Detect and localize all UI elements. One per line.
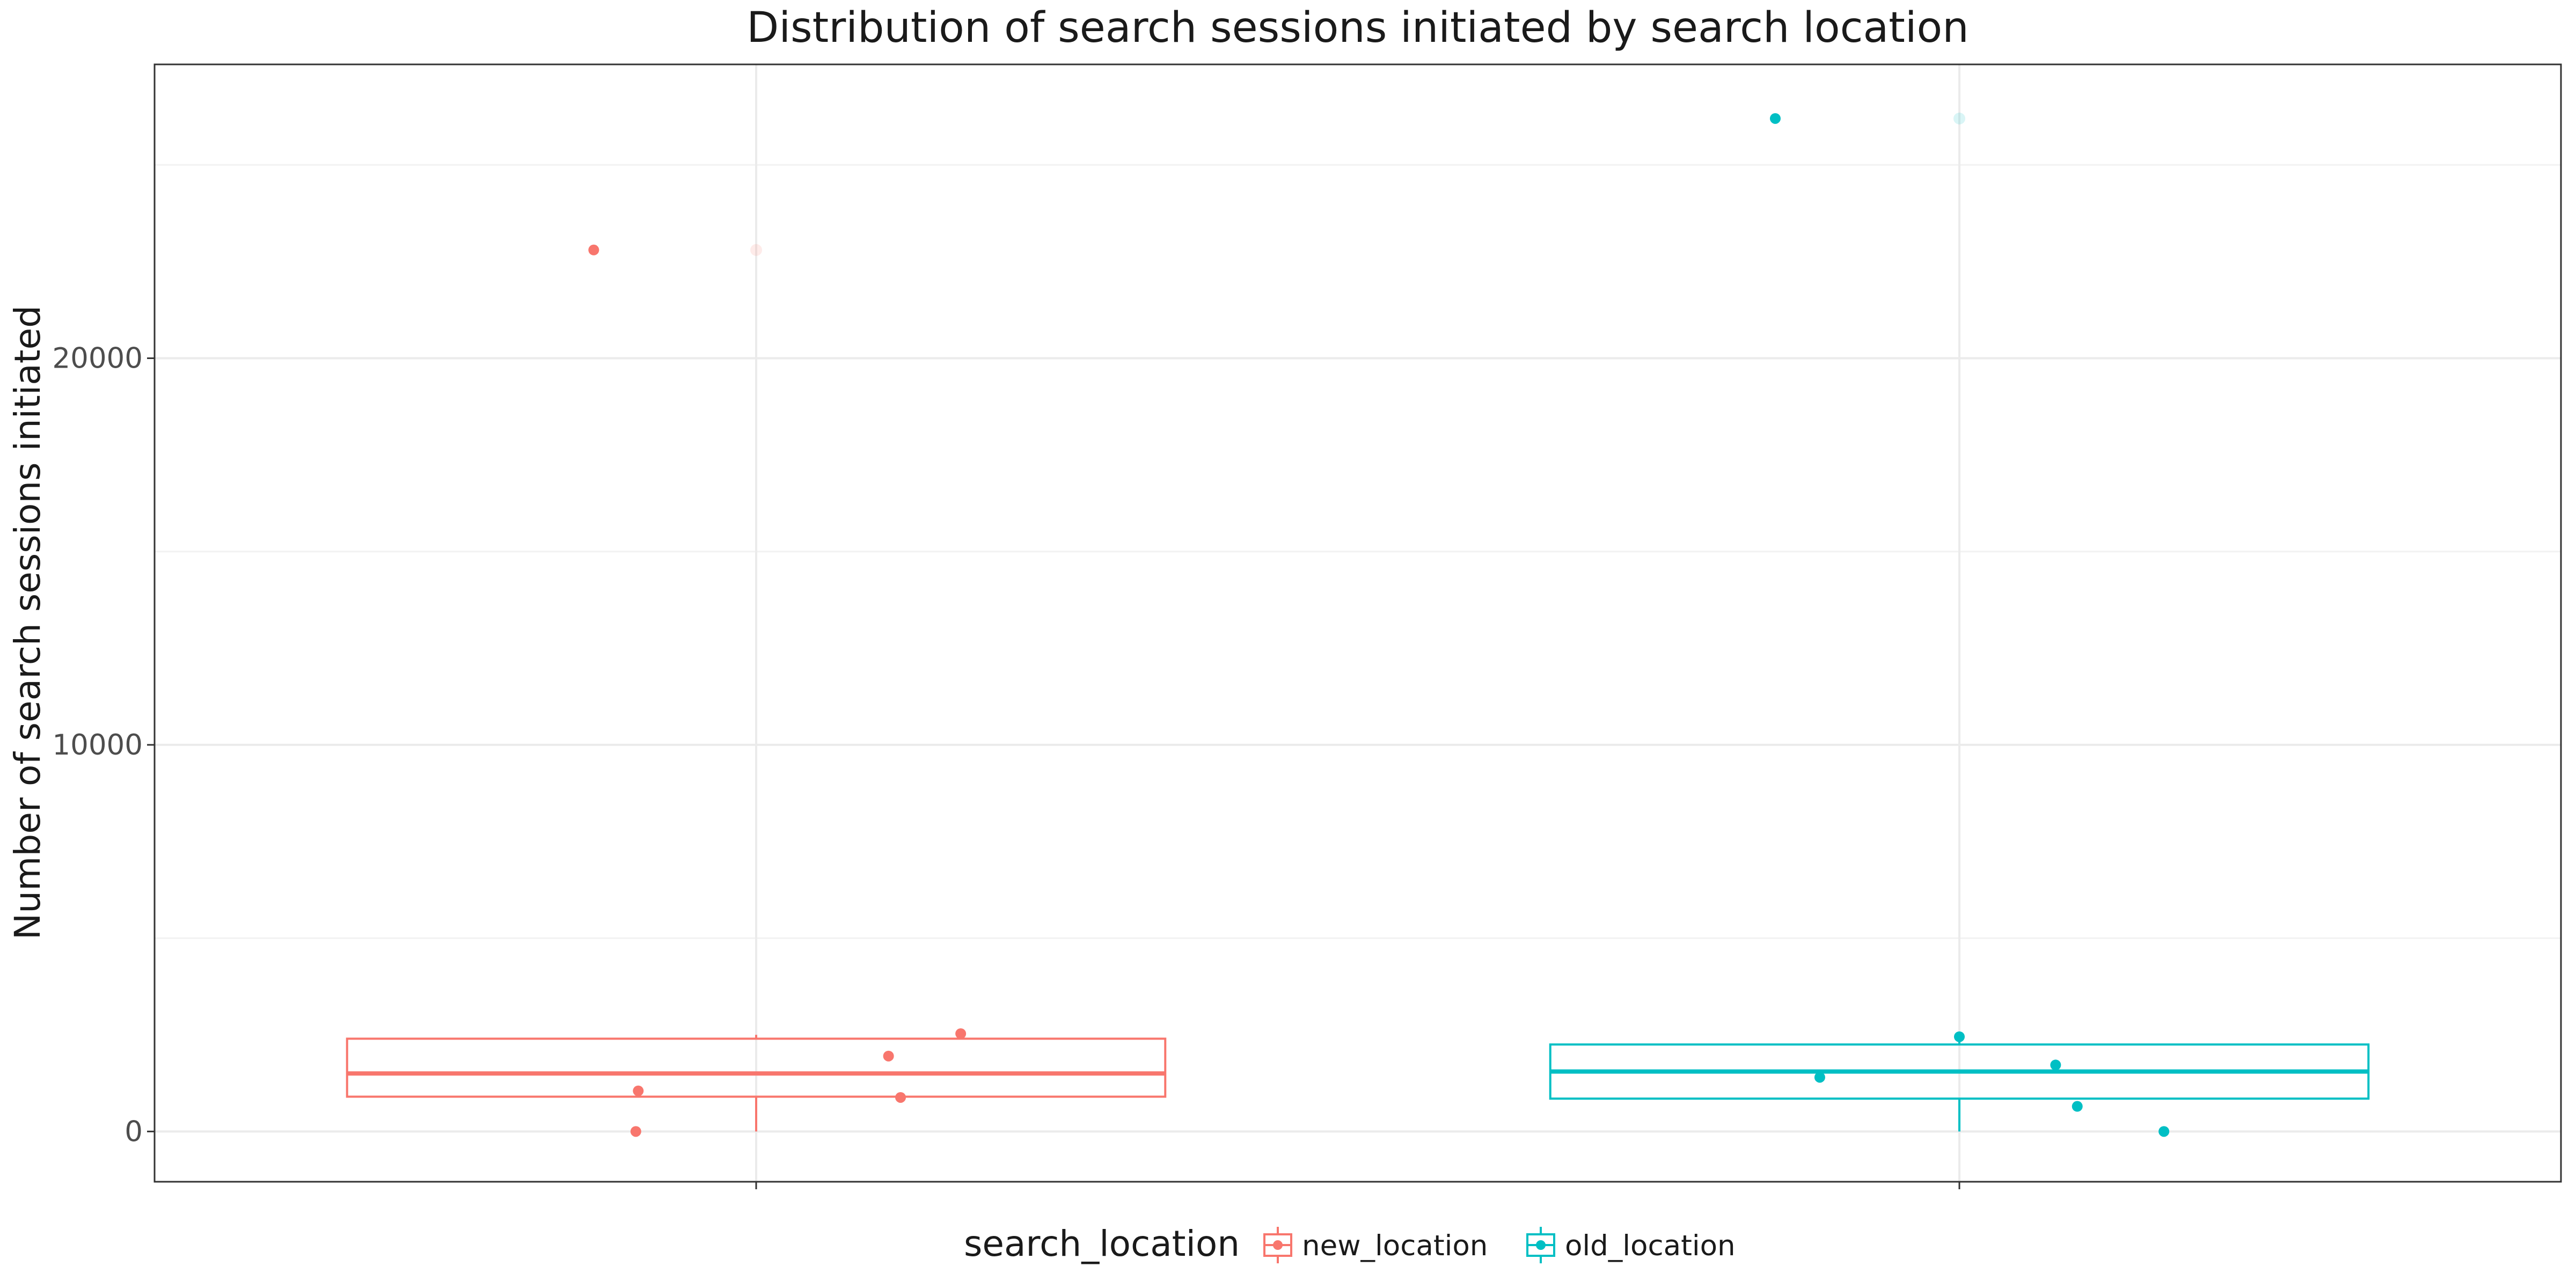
- legend-title: search_location: [964, 1223, 1240, 1264]
- y-tick-label: 0: [125, 1115, 143, 1148]
- data-point: [2050, 1059, 2061, 1071]
- box-body: [346, 1037, 1167, 1098]
- grid-lines: [155, 64, 2561, 1182]
- panel-background: [155, 64, 2561, 1182]
- data-point: [1769, 113, 1781, 124]
- plot-panel: [153, 63, 2562, 1183]
- panel-border: [153, 63, 2562, 1183]
- data-point: [588, 244, 599, 255]
- x-axis: [755, 1182, 1960, 1189]
- y-axis: 0 10000 20000: [52, 342, 155, 1148]
- legend-key-point: [1536, 1240, 1546, 1250]
- legend-item-label: new_location: [1302, 1230, 1488, 1262]
- data-point: [1954, 1031, 1965, 1042]
- legend-keys: new_location old_location: [1263, 1227, 1736, 1263]
- legend: search_location new_location old_location: [964, 1223, 1736, 1264]
- data-point: [633, 1085, 644, 1096]
- data-point: [955, 1028, 967, 1040]
- legend-key-point: [1273, 1240, 1283, 1250]
- data-point: [630, 1126, 641, 1137]
- box-outlier: [1953, 112, 1965, 125]
- data-point: [1814, 1072, 1825, 1083]
- y-tick-label: 10000: [52, 729, 143, 762]
- y-tick-label: 20000: [52, 342, 143, 375]
- data-point: [883, 1050, 894, 1062]
- legend-item-label: old_location: [1565, 1230, 1736, 1262]
- chart-title: Distribution of search sessions initiate…: [747, 4, 1968, 52]
- y-axis-label: Number of search sessions initiated: [7, 305, 48, 940]
- point-layer: [588, 113, 2170, 1137]
- data-point: [2072, 1101, 2083, 1112]
- data-point: [895, 1092, 906, 1103]
- data-point: [2158, 1126, 2170, 1137]
- box-outlier: [750, 244, 762, 256]
- legend-item: new_location: [1263, 1227, 1488, 1263]
- box-layer: [346, 112, 2370, 1132]
- legend-item: old_location: [1526, 1227, 1736, 1263]
